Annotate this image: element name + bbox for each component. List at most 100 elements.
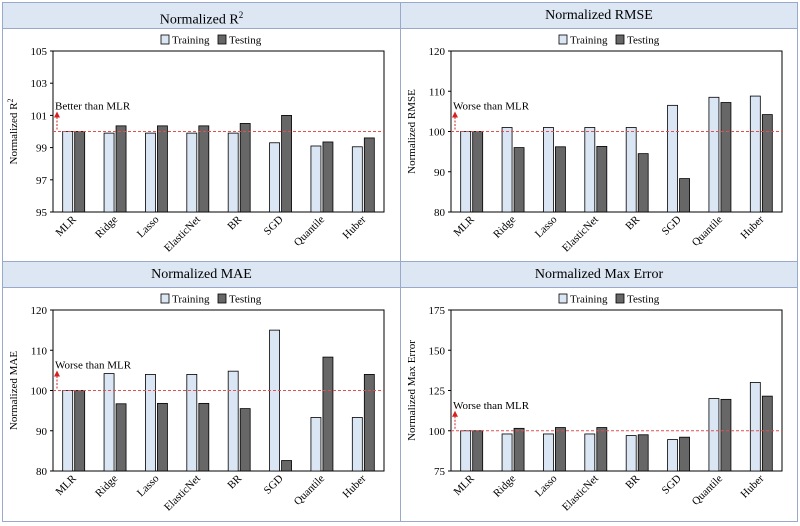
x-tick-label: Ridge: [491, 473, 518, 500]
plot-area: [450, 309, 783, 472]
annotation-arrow-head: [54, 111, 60, 118]
y-tick-label: 101: [31, 110, 48, 122]
chart-title: Normalized Max Error: [534, 267, 664, 282]
bar-testing-quantile: [720, 102, 732, 213]
bar-training-lasso: [145, 132, 156, 213]
y-axis-label-text: Normalized Max Error: [406, 340, 418, 441]
x-tick-label: MLR: [451, 213, 477, 239]
y-axis-label-text: Normalized MAE: [8, 351, 20, 430]
bar-training-ridge: [103, 132, 115, 213]
bar-training-quantile: [310, 145, 322, 213]
panel-header: [3, 262, 400, 288]
y-tick-label: 120: [429, 46, 446, 58]
panel-divider-horizontal: [3, 261, 797, 262]
bar-training-ridge: [103, 373, 115, 472]
bar-testing-br: [239, 123, 251, 213]
y-tick-label: 125: [429, 386, 446, 398]
y-tick-label: 80: [434, 207, 446, 219]
y-tick-label: 175: [429, 305, 446, 317]
panel-divider-vertical: [400, 3, 401, 521]
bar-training-elasticnet: [584, 433, 596, 472]
bar-testing-quantile: [720, 398, 732, 472]
bar-testing-quantile: [322, 356, 334, 472]
annotation-arrow-head: [452, 111, 458, 118]
bar-training-sgd: [269, 142, 280, 213]
x-tick-label: Huber: [341, 213, 369, 241]
y-tick-label: 90: [434, 167, 446, 179]
y-tick-label: 99: [36, 143, 48, 155]
y-axis-label: Normalized R2: [6, 98, 20, 164]
bar-testing-mlr: [74, 131, 86, 213]
x-tick-label: BR: [225, 472, 244, 491]
panel-rmse: Normalized RMSE Training Testing 80 90 100 11…: [401, 3, 797, 261]
legend-swatch-testing: [615, 293, 625, 304]
x-tick-label: Huber: [739, 213, 767, 241]
bar-testing-elasticnet: [596, 145, 608, 213]
panel-mae: Normalized MAE Training Testing 80 90 100 110…: [3, 262, 400, 521]
legend-label-testing: Testing: [627, 35, 660, 47]
bar-training-huber: [351, 146, 363, 213]
y-tick-label: 100: [429, 426, 446, 438]
bar-testing-huber: [363, 374, 375, 472]
chart-rmse: Training Testing 80 90 100 110 120 Normalized R…: [406, 34, 783, 255]
panel-r2: Normalized R2 Training Testing 95 97 99 101 10…: [3, 3, 400, 261]
annotation-label: Better than MLR: [55, 101, 131, 113]
x-tick-label: Quantile: [690, 473, 725, 508]
x-tick-label: SGD: [660, 214, 684, 238]
bar-testing-huber: [761, 114, 773, 213]
bar-training-huber: [749, 382, 761, 472]
panel-header: [401, 262, 797, 288]
x-tick-label: SGD: [262, 473, 286, 497]
bar-training-br: [227, 132, 239, 213]
bar-testing-mlr: [472, 430, 484, 472]
bar-training-quantile: [310, 417, 322, 472]
bar-testing-mlr: [74, 390, 86, 472]
bar-testing-lasso: [555, 146, 566, 213]
bar-training-elasticnet: [186, 132, 198, 213]
x-tick-label: Ridge: [491, 214, 518, 241]
x-tick-label: Huber: [739, 472, 767, 500]
x-tick-label: SGD: [262, 214, 286, 238]
bar-testing-mlr: [472, 131, 484, 213]
x-tick-label: Quantile: [292, 214, 327, 249]
chart-title: Normalized MAE: [151, 267, 252, 282]
y-tick-label: 110: [429, 86, 446, 98]
x-tick-label: Ridge: [93, 473, 120, 500]
annotation-arrow-head: [452, 410, 458, 417]
bar-training-lasso: [543, 433, 554, 472]
y-axis-label: Normalized MAE: [8, 351, 20, 430]
bar-testing-br: [239, 408, 251, 472]
bar-testing-lasso: [555, 427, 566, 472]
legend-swatch-training: [160, 293, 170, 304]
x-tick-label: ElasticNet: [162, 473, 203, 514]
bar-testing-lasso: [157, 402, 168, 472]
x-tick-label: BR: [623, 213, 642, 232]
y-tick-label: 100: [31, 386, 48, 398]
legend-label-testing: Testing: [229, 35, 262, 47]
legend-swatch-training: [558, 34, 568, 45]
y-axis-label-superscript: 2: [6, 98, 15, 102]
bar-testing-sgd: [281, 460, 292, 472]
x-tick-label: Quantile: [292, 473, 327, 508]
y-tick-label: 103: [31, 78, 48, 90]
bar-training-mlr: [62, 131, 74, 213]
chart-title: Normalized R2: [159, 10, 244, 28]
x-tick-label: ElasticNet: [560, 214, 601, 255]
y-tick-label: 80: [36, 466, 48, 478]
bar-training-elasticnet: [584, 127, 596, 213]
bar-testing-elasticnet: [198, 402, 210, 472]
y-axis-label-text: Normalized RMSE: [406, 89, 418, 174]
panel-max-error: Normalized Max Error Training Testing 75 10…: [401, 262, 797, 521]
x-tick-label: MLR: [53, 472, 79, 498]
bar-testing-sgd: [679, 178, 690, 213]
bar-training-sgd: [667, 439, 678, 472]
legend-label-training: Training: [570, 294, 608, 306]
bar-training-sgd: [667, 104, 678, 213]
x-tick-label: Ridge: [93, 214, 120, 241]
x-tick-label: ElasticNet: [162, 214, 203, 255]
bar-testing-sgd: [679, 436, 690, 472]
annotation-arrow-head: [54, 370, 60, 377]
legend-swatch-testing: [615, 34, 625, 45]
y-tick-label: 120: [31, 305, 48, 317]
bar-testing-br: [637, 434, 649, 472]
